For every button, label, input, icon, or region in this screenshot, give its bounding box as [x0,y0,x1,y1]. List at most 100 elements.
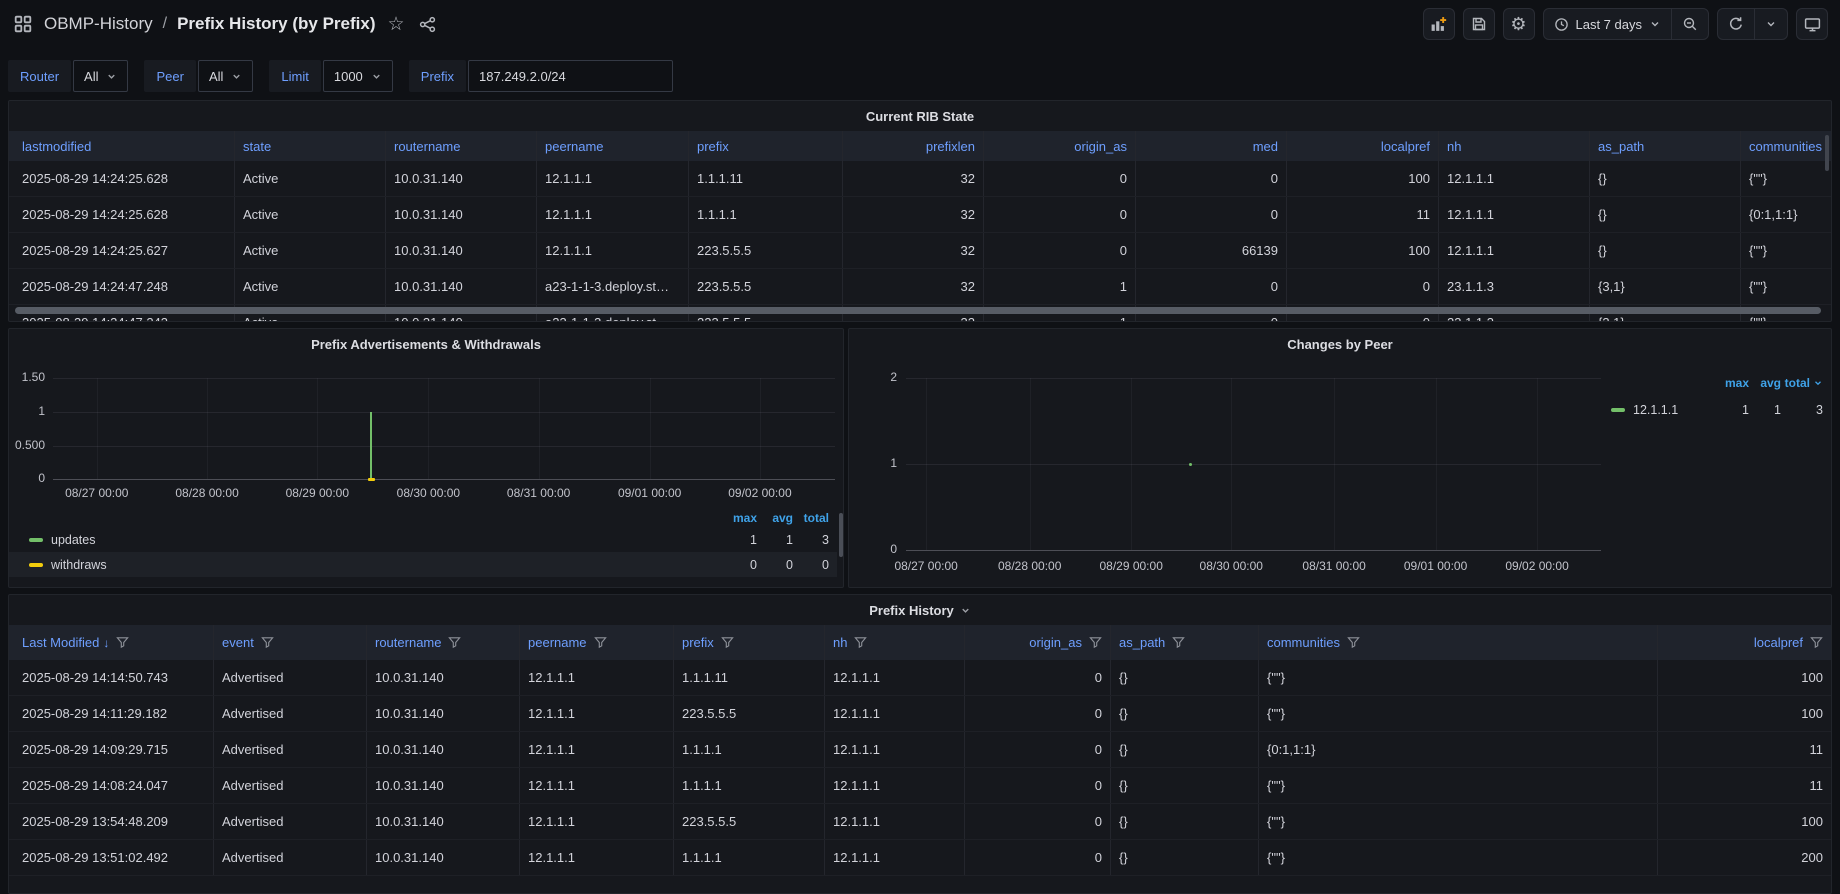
cell-event: Advertised [214,660,367,695]
rib-col-lastmodified[interactable]: lastmodified [9,131,235,161]
refresh-button[interactable] [1718,9,1754,39]
zoom-out-button[interactable] [1671,9,1708,39]
chart-title[interactable]: Prefix Advertisements & Withdrawals [9,329,843,359]
cell-origin-as: 0 [984,161,1136,196]
rib-col-routername[interactable]: routername [386,131,537,161]
cell-localpref: 100 [1287,161,1439,196]
rib-col-prefix[interactable]: prefix [689,131,843,161]
cell-prefixlen: 32 [843,197,984,232]
horizontal-scrollbar[interactable] [15,307,1821,314]
hist-col-nh[interactable]: nh [825,625,965,660]
legend-stat-avg[interactable]: avg [757,511,793,525]
refresh-interval-dropdown[interactable] [1754,9,1787,39]
prefix-input[interactable] [468,60,673,92]
limit-select[interactable]: 1000 [323,60,393,92]
clock-icon [1554,17,1569,32]
save-dashboard-button[interactable] [1463,8,1495,40]
apps-grid-icon[interactable] [12,13,34,35]
cell-lastmodified: 2025-08-29 14:24:25.628 [9,161,235,196]
rib-col-nh[interactable]: nh [1439,131,1590,161]
rib-header-row: lastmodified state routername peername p… [9,131,1831,161]
y-axis-tick: 2 [857,370,897,384]
legend-stat-total-sorted[interactable]: total [1781,376,1823,390]
breadcrumb-dashboard[interactable]: OBMP-History [44,14,153,34]
hist-col-localpref[interactable]: localpref [1658,625,1831,660]
cell-prefixlen: 32 [843,161,984,196]
cell-peername: 12.1.1.1 [520,768,674,803]
chart-plot-area[interactable] [906,378,1601,551]
cell-last-modified: 2025-08-29 13:51:02.492 [9,840,214,875]
hist-col-as-path[interactable]: as_path [1111,625,1259,660]
cell-prefix: 1.1.1.1 [674,732,825,767]
filter-funnel-icon[interactable] [1172,636,1185,649]
x-axis-tick: 08/30 00:00 [1200,559,1263,573]
filter-funnel-icon[interactable] [594,636,607,649]
y-axis-tick: 1.50 [9,370,45,384]
rib-col-prefixlen[interactable]: prefixlen [843,131,984,161]
legend-series-row[interactable]: updates 1 1 3 [9,527,837,552]
history-panel-title[interactable]: Prefix History [9,595,1831,625]
hist-col-communities[interactable]: communities [1259,625,1658,660]
hist-col-peername[interactable]: peername [520,625,674,660]
filter-funnel-icon[interactable] [1347,636,1360,649]
cell-last-modified: 2025-08-29 14:14:50.743 [9,660,214,695]
rib-col-as-path[interactable]: as_path [1590,131,1741,161]
chevron-down-icon [106,71,117,82]
chart-legend: max avg total 12.1.1.1 1 [1611,375,1823,419]
kiosk-mode-button[interactable] [1796,8,1828,40]
legend-stat-total[interactable]: total [793,511,829,525]
cell-event: Advertised [214,732,367,767]
cell-med: 0 [1136,161,1287,196]
share-icon[interactable] [417,14,438,35]
filter-funnel-icon[interactable] [448,636,461,649]
filter-funnel-icon[interactable] [1810,636,1823,649]
add-panel-button[interactable] [1423,8,1455,40]
legend-scrollbar[interactable] [839,513,843,557]
rib-panel-title[interactable]: Current RIB State [9,101,1831,131]
hist-col-event[interactable]: event [214,625,367,660]
peer-label: Peer [144,60,195,92]
cell-last-modified: 2025-08-29 14:08:24.047 [9,768,214,803]
rib-col-med[interactable]: med [1136,131,1287,161]
filter-funnel-icon[interactable] [1089,636,1102,649]
cell-nh: 12.1.1.1 [825,804,965,839]
cell-as-path: {} [1111,732,1259,767]
rib-col-communities[interactable]: communities [1741,131,1831,161]
cell-event: Advertised [214,804,367,839]
legend-series-row[interactable]: withdraws 0 0 0 [9,552,837,577]
cell-nh: 12.1.1.1 [825,840,965,875]
cell-routername: 10.0.31.140 [386,269,537,304]
router-select[interactable]: All [73,60,128,92]
peer-select[interactable]: All [198,60,253,92]
chart-title[interactable]: Changes by Peer [849,329,1831,359]
time-range-picker[interactable]: Last 7 days [1544,9,1672,39]
hist-col-origin-as[interactable]: origin_as [965,625,1111,660]
legend-stat-max[interactable]: max [1717,376,1749,390]
vertical-scrollbar[interactable] [1825,135,1829,171]
rib-col-localpref[interactable]: localpref [1287,131,1439,161]
rib-col-peername[interactable]: peername [537,131,689,161]
page-title: Prefix History (by Prefix) [177,14,375,34]
breadcrumb: OBMP-History / Prefix History (by Prefix… [44,14,375,34]
chart-plot-area[interactable] [53,378,835,480]
hist-col-last-modified[interactable]: Last Modified↓ [9,625,214,660]
legend-stats-header: max avg total [1611,375,1823,391]
filter-funnel-icon[interactable] [116,636,129,649]
rib-col-origin-as[interactable]: origin_as [984,131,1136,161]
legend-stat-avg[interactable]: avg [1749,376,1781,390]
cell-last-modified: 2025-08-29 13:54:48.209 [9,804,214,839]
limit-label: Limit [269,60,320,92]
panel-current-rib-state: Current RIB State lastmodified state rou… [8,100,1832,322]
rib-col-state[interactable]: state [235,131,386,161]
star-icon[interactable]: ☆ [385,13,406,36]
hist-col-routername[interactable]: routername [367,625,520,660]
filter-funnel-icon[interactable] [721,636,734,649]
legend-series-row[interactable]: 12.1.1.1 1 1 3 [1611,401,1823,419]
cell-communities: {""} [1259,840,1658,875]
hist-col-prefix[interactable]: prefix [674,625,825,660]
filter-funnel-icon[interactable] [854,636,867,649]
legend-stat-max[interactable]: max [721,511,757,525]
series-data-point [1189,463,1192,466]
settings-gear-button[interactable]: ⚙ [1503,8,1535,40]
filter-funnel-icon[interactable] [261,636,274,649]
